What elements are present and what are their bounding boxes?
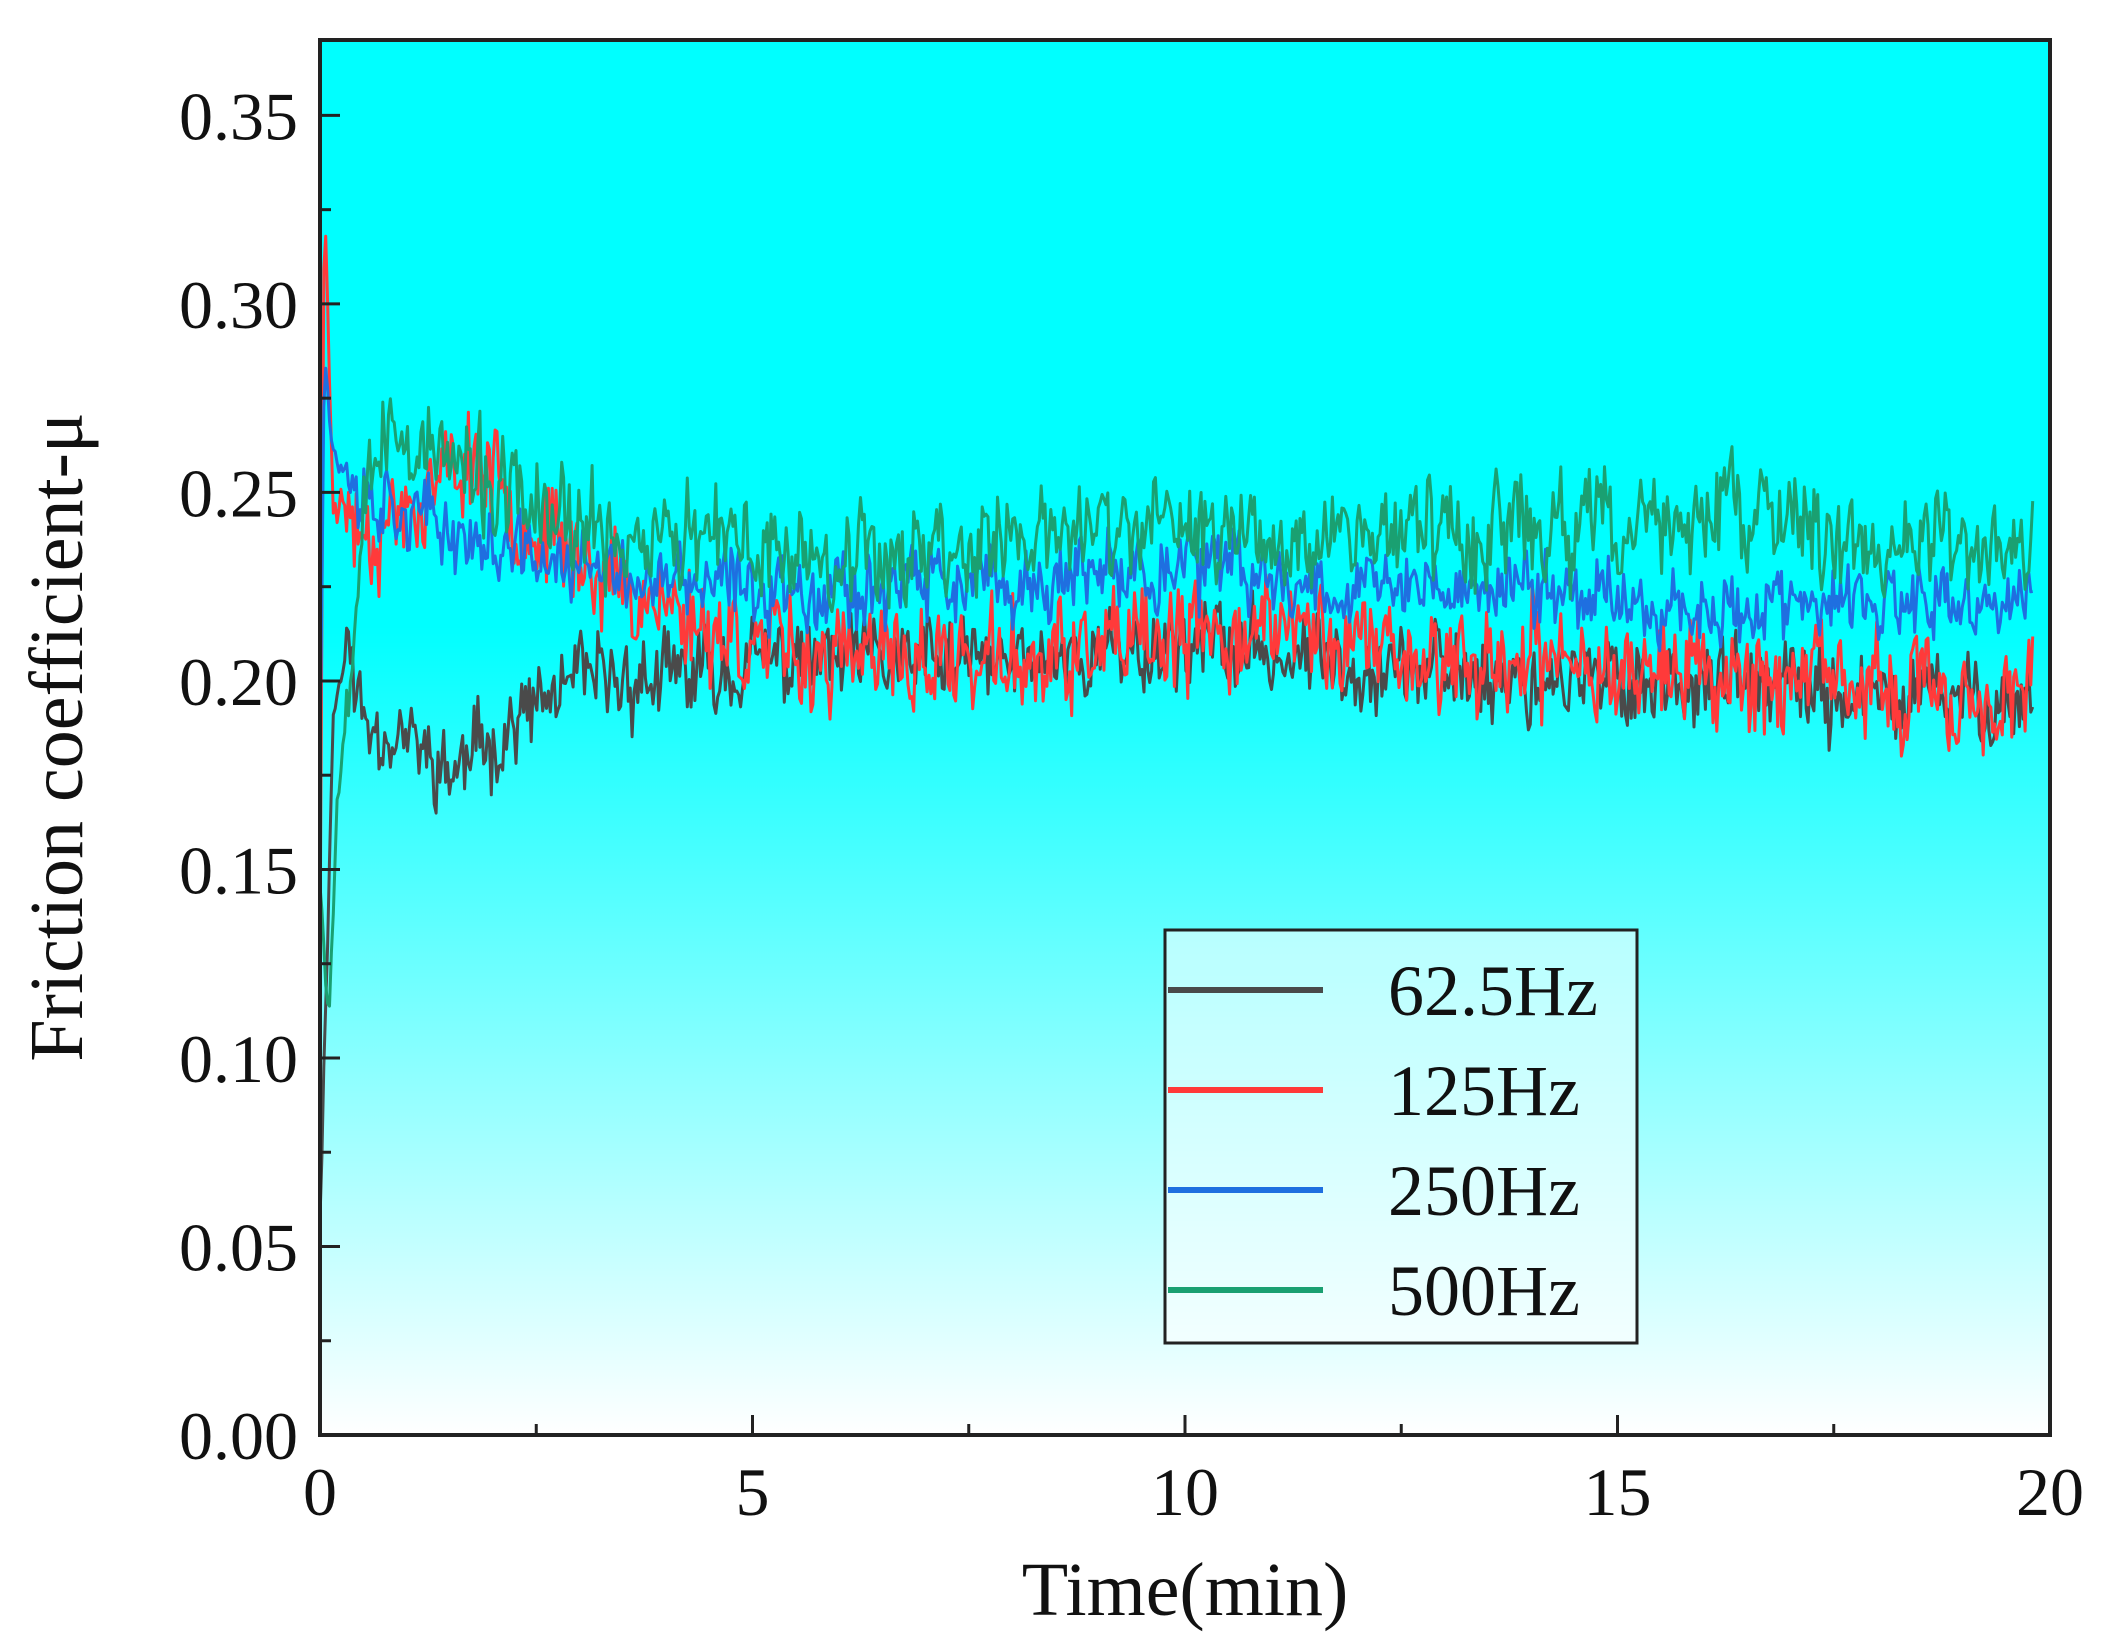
series-layer (320, 234, 2035, 1219)
y-tick-label: 0.10 (179, 1021, 298, 1097)
legend-box (1163, 928, 1639, 1345)
y-tick-label: 0.15 (179, 832, 298, 908)
x-tick-label: 20 (2016, 1454, 2084, 1530)
x-tick-label: 10 (1151, 1454, 1219, 1530)
y-tick-label: 0.35 (179, 78, 298, 154)
x-axis-title: Time(min) (1022, 1548, 1349, 1632)
legend-label-125Hz: 125Hz (1388, 1051, 1580, 1131)
y-tick-label: 0.05 (179, 1209, 298, 1285)
y-tick-label: 0.00 (179, 1398, 298, 1474)
series-line-500Hz (320, 397, 2035, 1008)
y-axis-title: Friction coefficient-μ (15, 412, 99, 1061)
legend-label-62.5Hz: 62.5Hz (1388, 951, 1598, 1031)
legend: 62.5Hz 125Hz 250Hz 500Hz (1163, 928, 1639, 1345)
y-tick-label: 0.30 (179, 267, 298, 343)
ticks-layer: 0 5 10 15 20 0.00 0.05 0.10 0.15 0.20 0.25 0.30 0.35 (179, 78, 2084, 1530)
y-tick-label: 0.25 (179, 455, 298, 531)
y-tick-label: 0.20 (179, 644, 298, 720)
x-tick-label: 5 (736, 1454, 770, 1530)
legend-label-500Hz: 500Hz (1388, 1251, 1580, 1331)
legend-label-250Hz: 250Hz (1388, 1151, 1580, 1231)
x-tick-label: 15 (1584, 1454, 1652, 1530)
x-tick-label: 0 (303, 1454, 337, 1530)
